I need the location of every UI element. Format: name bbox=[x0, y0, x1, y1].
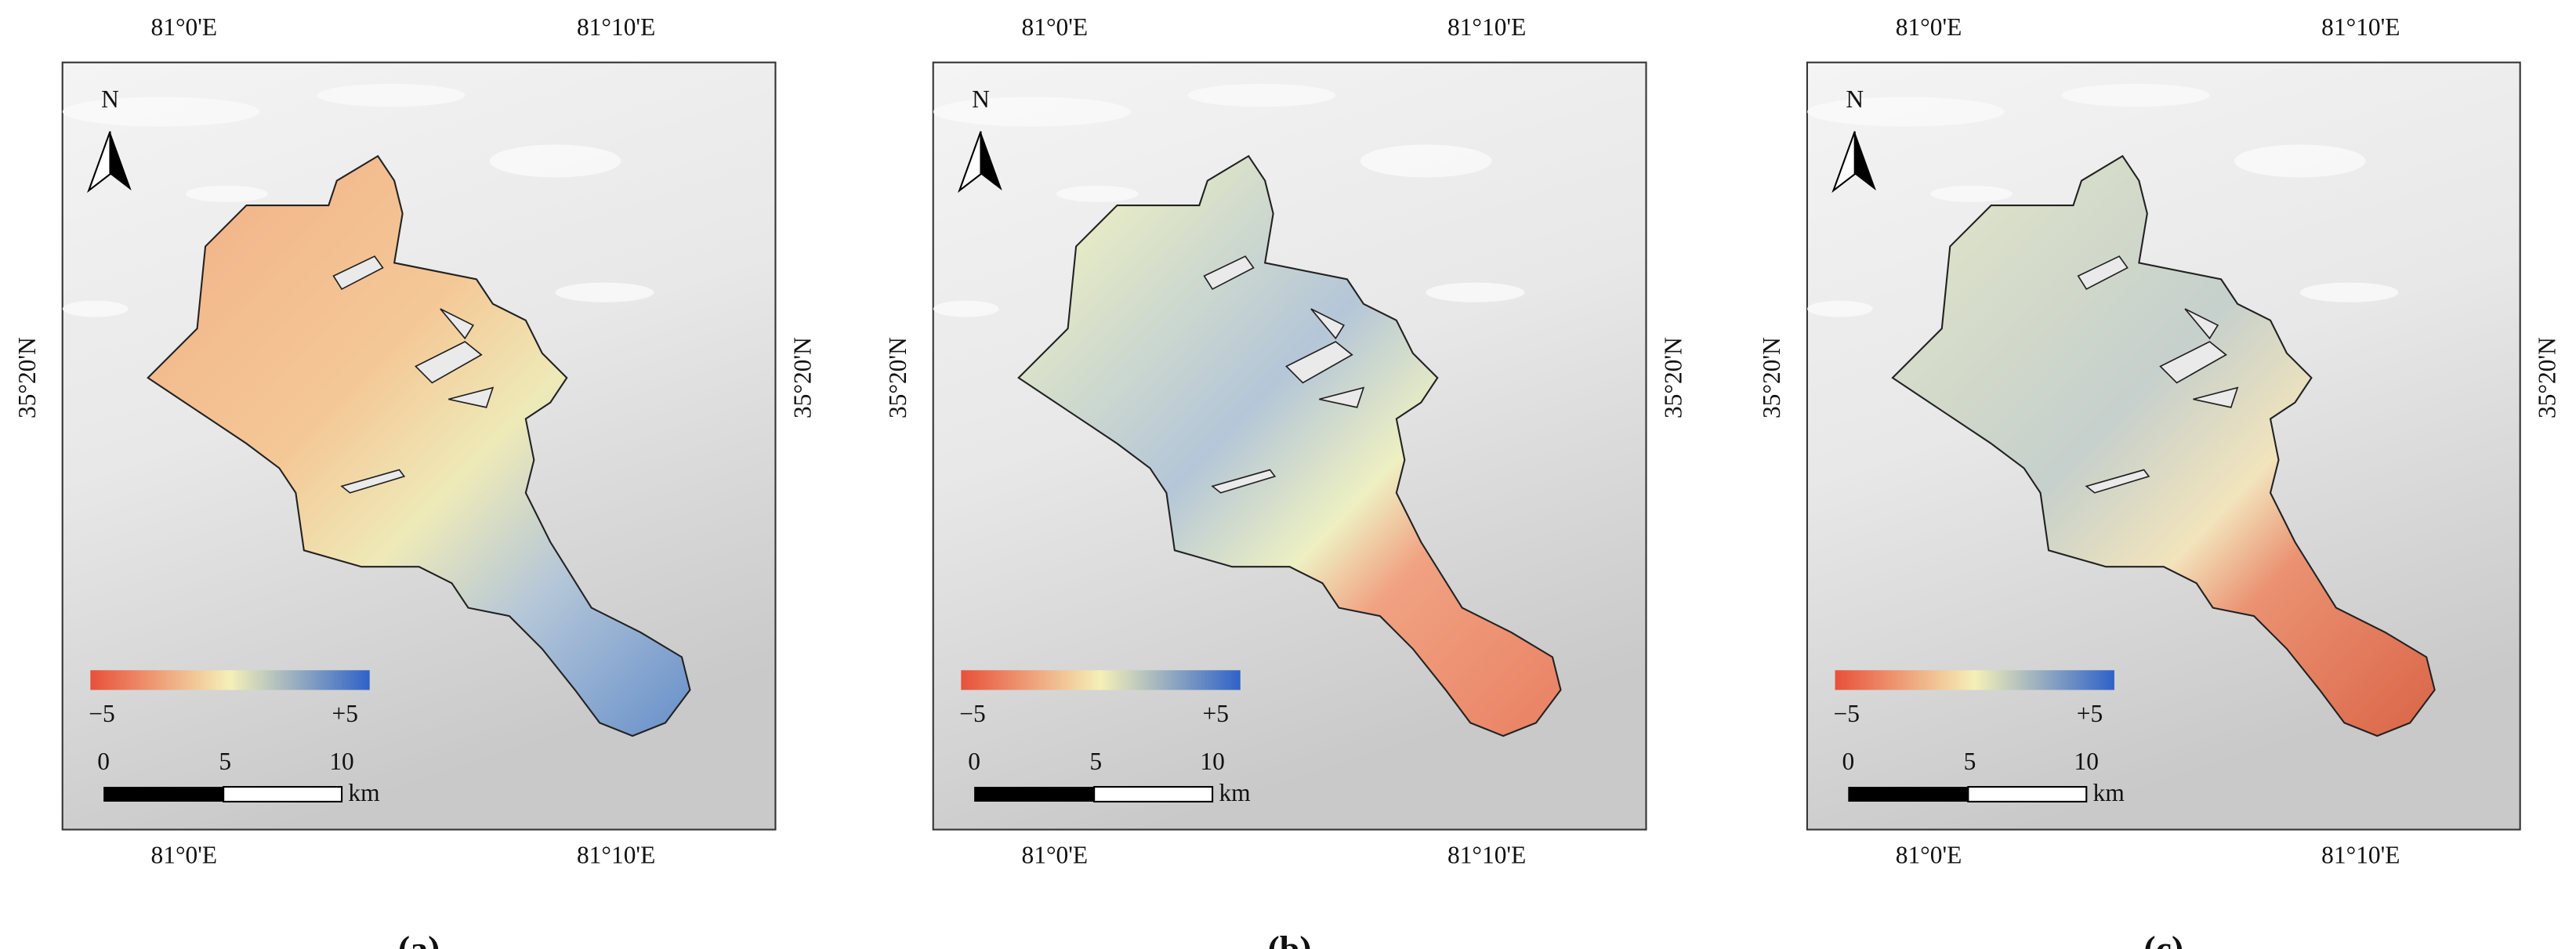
longitude-label: 81°0'E bbox=[1896, 13, 1962, 41]
longitude-label: 81°10'E bbox=[577, 841, 655, 868]
scale-label: 0 bbox=[1842, 748, 1854, 775]
terrain-highlight bbox=[1806, 96, 2005, 127]
terrain-highlight bbox=[62, 96, 260, 127]
terrain-highlight bbox=[185, 185, 268, 202]
map-panel: N −5 +5 0 5 10 km 81°0'E 81°0'E 81°10'E 81°10'E 35°… bbox=[884, 13, 1687, 949]
scale-bar-black bbox=[974, 787, 1095, 802]
panel-label: (c) bbox=[2143, 929, 2183, 949]
scale-label: 10 bbox=[1200, 748, 1224, 775]
nunatak bbox=[1211, 469, 1277, 494]
longitude-label: 81°10'E bbox=[2321, 841, 2400, 868]
terrain-highlight bbox=[933, 300, 999, 317]
legend-min: −5 bbox=[89, 700, 114, 727]
legend-max: +5 bbox=[332, 700, 358, 727]
latitude-label: 35°20'N bbox=[13, 337, 41, 418]
glacier-outline bbox=[1017, 154, 1562, 737]
terrain-highlight bbox=[1426, 282, 1525, 302]
terrain-highlight bbox=[1930, 185, 2013, 202]
nunatak bbox=[448, 386, 495, 408]
terrain-highlight bbox=[62, 300, 129, 317]
terrain-highlight bbox=[2299, 282, 2399, 302]
legend-max: +5 bbox=[1203, 700, 1229, 727]
scale-label: 5 bbox=[1089, 748, 1102, 775]
latitude-label: 35°20'N bbox=[1758, 337, 1785, 418]
longitude-label: 81°0'E bbox=[151, 13, 218, 41]
terrain-highlight bbox=[1806, 300, 1873, 317]
latitude-label: 35°20'N bbox=[788, 337, 816, 418]
scale-label: 10 bbox=[329, 748, 353, 775]
nunatak bbox=[2193, 386, 2239, 408]
glacier-outline bbox=[147, 154, 691, 737]
map-panel: N −5 +5 0 5 10 km 81°0'E 81°0'E 81°10'E 81°10'E 35°… bbox=[1758, 13, 2560, 949]
scale-label: 0 bbox=[968, 748, 980, 775]
scale-bar-white bbox=[1967, 786, 2088, 803]
terrain-highlight bbox=[1056, 185, 1139, 202]
north-label: N bbox=[972, 85, 990, 113]
colorbar bbox=[90, 670, 370, 690]
map-panel: N −5 +5 0 5 10 km 81°0'E 81°0'E 81°10'E 81°10'E 35°… bbox=[13, 13, 816, 949]
colorbar bbox=[1835, 670, 2114, 690]
terrain-highlight bbox=[2061, 83, 2210, 107]
terrain-highlight bbox=[317, 83, 466, 107]
longitude-label: 81°10'E bbox=[1447, 841, 1526, 868]
nunatak bbox=[340, 469, 406, 494]
scale-bar-black bbox=[1848, 787, 1969, 802]
longitude-label: 81°0'E bbox=[1896, 841, 1962, 868]
north-label: N bbox=[101, 85, 119, 113]
panel-label: (b) bbox=[1267, 929, 1311, 949]
scale-unit: km bbox=[348, 779, 379, 806]
scale-unit: km bbox=[2093, 779, 2125, 806]
longitude-label: 81°0'E bbox=[1022, 841, 1089, 868]
nunatak bbox=[1319, 386, 1365, 408]
nunatak bbox=[1203, 255, 1255, 291]
glacier-outline bbox=[1891, 154, 2436, 737]
latitude-label: 35°20'N bbox=[1659, 337, 1687, 418]
longitude-label: 81°10'E bbox=[577, 13, 655, 41]
latitude-label: 35°20'N bbox=[2534, 337, 2561, 418]
nunatak bbox=[440, 308, 474, 340]
terrain-highlight bbox=[489, 144, 621, 178]
north-arrow bbox=[1854, 131, 1876, 191]
longitude-label: 81°0'E bbox=[151, 841, 218, 868]
nunatak bbox=[2184, 308, 2219, 340]
longitude-label: 81°10'E bbox=[1447, 13, 1526, 41]
scale-label: 5 bbox=[1964, 748, 1976, 775]
latitude-label: 35°20'N bbox=[884, 337, 911, 418]
terrain-highlight bbox=[1187, 83, 1336, 107]
panel-label: (a) bbox=[398, 929, 440, 949]
scale-bar-black bbox=[103, 787, 224, 802]
longitude-label: 81°10'E bbox=[2321, 13, 2400, 41]
scale-unit: km bbox=[1219, 779, 1250, 806]
nunatak bbox=[2077, 255, 2129, 291]
legend-min: −5 bbox=[959, 700, 985, 727]
terrain-highlight bbox=[933, 96, 1131, 127]
colorbar bbox=[961, 670, 1241, 690]
nunatak bbox=[2159, 341, 2227, 384]
nunatak bbox=[414, 341, 483, 384]
scale-bar-white bbox=[1093, 786, 1214, 803]
nunatak bbox=[1284, 341, 1353, 384]
scale-label: 10 bbox=[2074, 748, 2099, 775]
legend-min: −5 bbox=[1833, 700, 1859, 727]
scale-bar-white bbox=[223, 786, 343, 803]
nunatak bbox=[2085, 469, 2150, 494]
nunatak bbox=[1310, 308, 1345, 340]
terrain-highlight bbox=[2234, 144, 2366, 178]
legend-max: +5 bbox=[2077, 700, 2103, 727]
nunatak bbox=[332, 255, 384, 291]
terrain-highlight bbox=[1360, 144, 1492, 178]
terrain-highlight bbox=[555, 282, 654, 302]
scale-label: 0 bbox=[97, 748, 110, 775]
scale-label: 5 bbox=[219, 748, 231, 775]
longitude-label: 81°0'E bbox=[1022, 13, 1089, 41]
north-label: N bbox=[1846, 85, 1864, 113]
